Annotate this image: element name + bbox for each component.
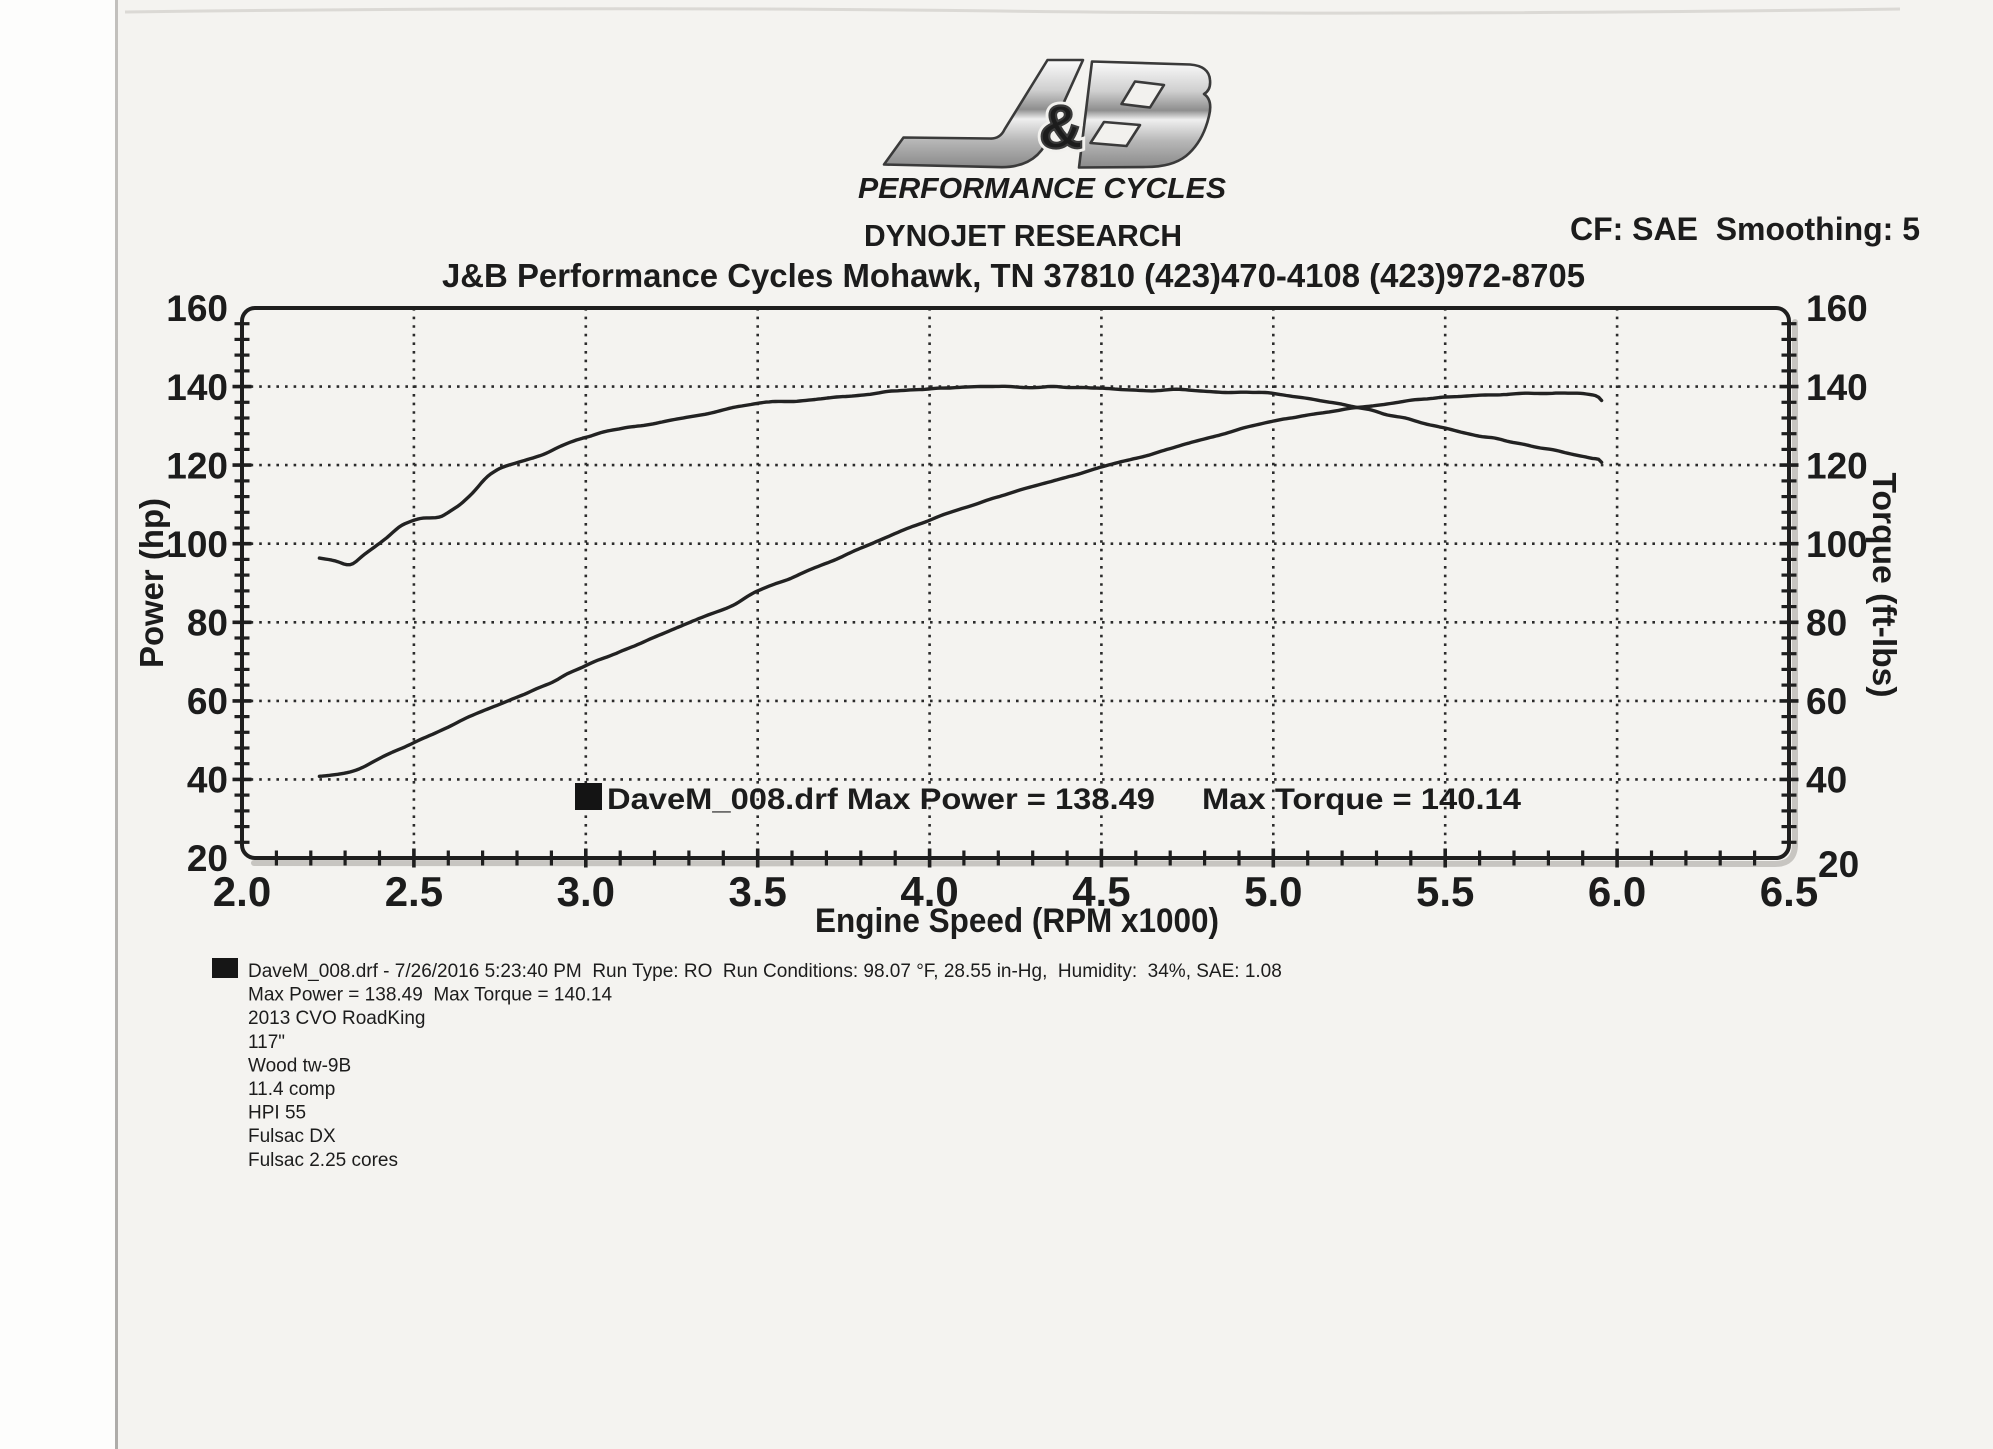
svg-text:&: & bbox=[1039, 93, 1083, 161]
svg-text:5.0: 5.0 bbox=[1244, 868, 1302, 915]
svg-text:120: 120 bbox=[1806, 445, 1868, 486]
svg-text:140: 140 bbox=[1806, 367, 1868, 408]
svg-text:DaveM_008.drf Max Power = 138.: DaveM_008.drf Max Power = 138.49 bbox=[607, 783, 1155, 816]
svg-text:140: 140 bbox=[166, 367, 228, 408]
svg-text:20: 20 bbox=[187, 838, 228, 879]
svg-text:Engine Speed (RPM x1000): Engine Speed (RPM x1000) bbox=[815, 902, 1219, 940]
svg-text:HPI 55: HPI 55 bbox=[248, 1103, 306, 1124]
svg-text:2013 CVO RoadKing: 2013 CVO RoadKing bbox=[248, 1008, 425, 1029]
svg-text:Fulsac 2.25 cores: Fulsac 2.25 cores bbox=[248, 1150, 398, 1171]
svg-text:4.0: 4.0 bbox=[900, 868, 958, 915]
svg-text:100: 100 bbox=[1806, 524, 1868, 565]
svg-text:5.5: 5.5 bbox=[1416, 868, 1474, 915]
svg-text:DaveM_008.drf - 7/26/2016 5:23: DaveM_008.drf - 7/26/2016 5:23:40 PM Run… bbox=[248, 961, 1282, 982]
svg-text:2.0: 2.0 bbox=[213, 868, 271, 915]
svg-text:20: 20 bbox=[1818, 844, 1859, 885]
svg-text:&: & bbox=[1039, 93, 1083, 161]
svg-text:DYNOJET RESEARCH: DYNOJET RESEARCH bbox=[864, 218, 1182, 253]
svg-text:2.5: 2.5 bbox=[385, 868, 443, 915]
svg-text:80: 80 bbox=[1806, 603, 1847, 644]
svg-text:60: 60 bbox=[1806, 681, 1847, 722]
svg-text:Power (hp): Power (hp) bbox=[133, 498, 170, 668]
svg-text:40: 40 bbox=[187, 760, 228, 801]
svg-text:4.5: 4.5 bbox=[1072, 868, 1130, 915]
svg-text:6.5: 6.5 bbox=[1760, 868, 1818, 915]
svg-text:Torque (ft-lbs): Torque (ft-lbs) bbox=[1866, 473, 1903, 698]
svg-text:80: 80 bbox=[187, 603, 228, 644]
svg-text:J&B Performance Cycles Mohawk,: J&B Performance Cycles Mohawk, TN 37810 … bbox=[442, 257, 1585, 294]
svg-text:100: 100 bbox=[166, 524, 228, 565]
svg-text:6.0: 6.0 bbox=[1588, 868, 1646, 915]
svg-text:Wood tw-9B: Wood tw-9B bbox=[248, 1055, 351, 1076]
svg-text:Max Torque = 140.14: Max Torque = 140.14 bbox=[1202, 783, 1521, 816]
svg-text:Max Power = 138.49 Max Torque: Max Power = 138.49 Max Torque = 140.14 bbox=[248, 985, 612, 1006]
svg-text:3.0: 3.0 bbox=[557, 868, 615, 915]
svg-text:11.4 comp: 11.4 comp bbox=[248, 1079, 335, 1100]
svg-text:120: 120 bbox=[166, 445, 228, 486]
svg-text:3.5: 3.5 bbox=[729, 868, 787, 915]
svg-text:117": 117" bbox=[248, 1032, 285, 1053]
svg-text:Fulsac DX: Fulsac DX bbox=[248, 1126, 336, 1147]
svg-text:160: 160 bbox=[1806, 288, 1868, 329]
svg-text:60: 60 bbox=[187, 681, 228, 722]
svg-text:160: 160 bbox=[166, 288, 228, 329]
svg-text:40: 40 bbox=[1806, 760, 1847, 801]
svg-text:PERFORMANCE CYCLES: PERFORMANCE CYCLES bbox=[858, 173, 1227, 205]
svg-text:CF: SAE Smoothing: 5: CF: SAE Smoothing: 5 bbox=[1570, 211, 1920, 247]
